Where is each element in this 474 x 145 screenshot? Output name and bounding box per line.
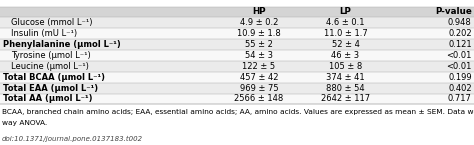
Text: 0.202: 0.202 [448, 29, 472, 38]
Text: 0.199: 0.199 [448, 73, 472, 82]
Bar [0, 83, 474, 94]
Text: Total BCAA (μmol L⁻¹): Total BCAA (μmol L⁻¹) [3, 73, 105, 82]
Text: 122 ± 5: 122 ± 5 [243, 62, 275, 71]
Text: 105 ± 8: 105 ± 8 [329, 62, 362, 71]
Text: 55 ± 2: 55 ± 2 [245, 40, 273, 49]
Bar [0, 28, 474, 39]
Text: 46 ± 3: 46 ± 3 [331, 51, 360, 60]
Text: <0.01: <0.01 [446, 51, 472, 60]
Text: 10.9 ± 1.8: 10.9 ± 1.8 [237, 29, 281, 38]
Text: 374 ± 41: 374 ± 41 [326, 73, 365, 82]
Bar [0, 72, 474, 83]
Text: 0.121: 0.121 [448, 40, 472, 49]
Text: 2566 ± 148: 2566 ± 148 [235, 94, 283, 104]
Text: 54 ± 3: 54 ± 3 [245, 51, 273, 60]
Text: 0.717: 0.717 [448, 94, 472, 104]
Text: 0.948: 0.948 [448, 18, 472, 27]
Text: P-value: P-value [435, 7, 472, 17]
Bar [0, 39, 474, 50]
Bar [0, 61, 474, 72]
Text: Glucose (mmol L⁻¹): Glucose (mmol L⁻¹) [11, 18, 93, 27]
Text: Insulin (mU L⁻¹): Insulin (mU L⁻¹) [11, 29, 78, 38]
Text: 457 ± 42: 457 ± 42 [240, 73, 278, 82]
Text: 880 ± 54: 880 ± 54 [326, 84, 365, 93]
Text: 52 ± 4: 52 ± 4 [332, 40, 359, 49]
Text: Tyrosine (μmol L⁻¹): Tyrosine (μmol L⁻¹) [11, 51, 91, 60]
Bar [0, 94, 474, 104]
Text: doi:10.1371/journal.pone.0137183.t002: doi:10.1371/journal.pone.0137183.t002 [2, 136, 143, 142]
Text: HP: HP [252, 7, 266, 17]
Text: 969 ± 75: 969 ± 75 [240, 84, 278, 93]
Text: 11.0 ± 1.7: 11.0 ± 1.7 [324, 29, 367, 38]
Text: LP: LP [339, 7, 352, 17]
Bar [0, 17, 474, 28]
Bar [0, 7, 474, 17]
Text: <0.01: <0.01 [446, 62, 472, 71]
Text: 0.402: 0.402 [448, 84, 472, 93]
Bar [0, 50, 474, 61]
Text: way ANOVA.: way ANOVA. [2, 120, 47, 126]
Text: Total AA (μmol L⁻¹): Total AA (μmol L⁻¹) [3, 94, 92, 104]
Text: 2642 ± 117: 2642 ± 117 [321, 94, 370, 104]
Text: Total EAA (μmol L⁻¹): Total EAA (μmol L⁻¹) [3, 84, 98, 93]
Text: 4.9 ± 0.2: 4.9 ± 0.2 [240, 18, 278, 27]
Text: BCAA, branched chain amino acids; EAA, essential amino acids; AA, amino acids. V: BCAA, branched chain amino acids; EAA, e… [2, 109, 474, 115]
Text: Phenylalanine (μmol L⁻¹): Phenylalanine (μmol L⁻¹) [3, 40, 120, 49]
Text: Leucine (μmol L⁻¹): Leucine (μmol L⁻¹) [11, 62, 89, 71]
Text: 4.6 ± 0.1: 4.6 ± 0.1 [326, 18, 365, 27]
